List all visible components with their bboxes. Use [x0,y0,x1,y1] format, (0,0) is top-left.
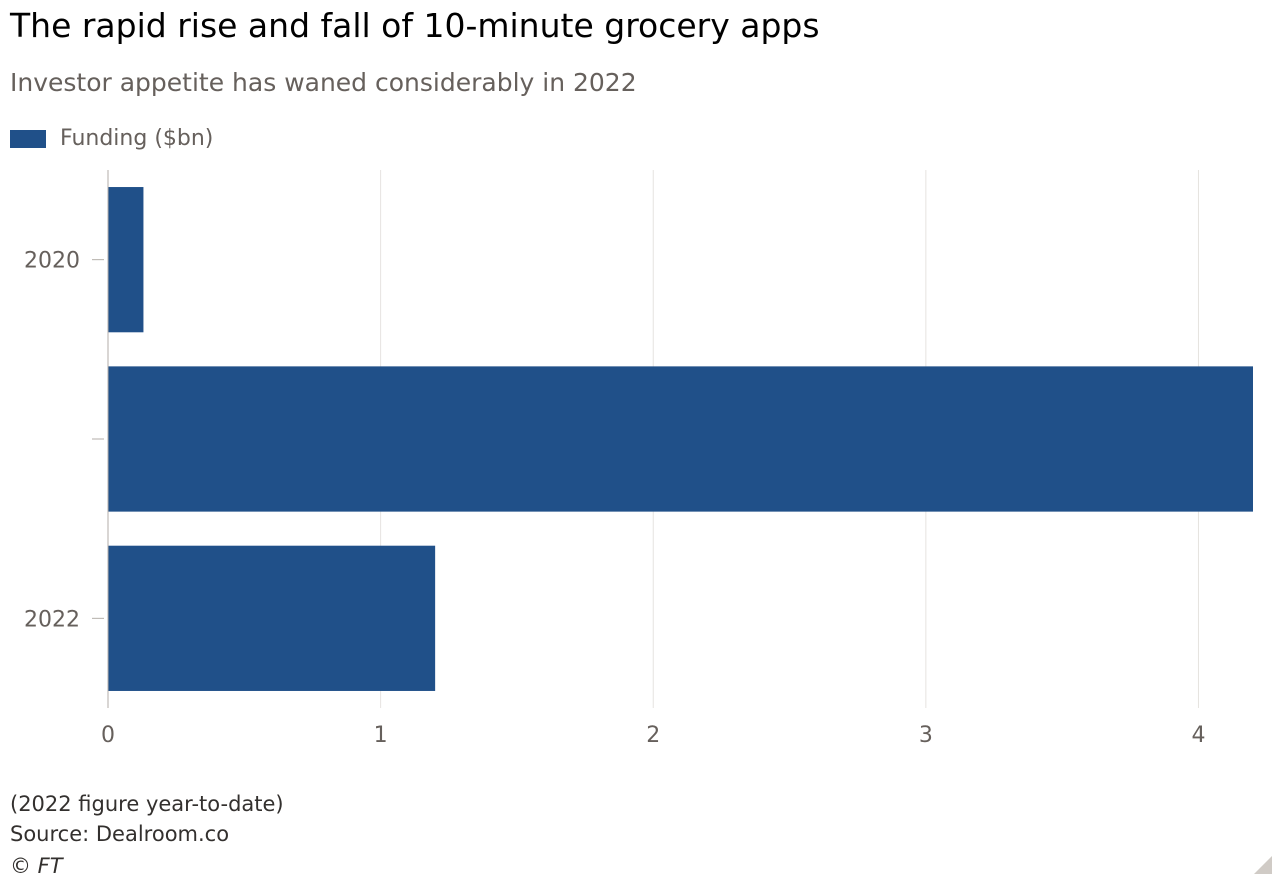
y-tick-label: 2020 [24,249,80,274]
bars [108,187,1253,691]
legend: Funding ($bn) [10,126,213,151]
x-tick-label: 4 [1191,723,1205,748]
y-tick-label: 2022 [24,607,80,632]
source-note: Source: Dealroom.co [10,822,230,846]
x-tick-label: 3 [919,723,933,748]
resize-corner-icon [1254,856,1272,874]
bar [108,366,1253,512]
copyright-note: © FT [10,854,63,878]
x-tick-label: 1 [374,723,388,748]
bar [108,545,436,691]
footnote: (2022 figure year-to-date) [10,792,284,816]
bar-chart: 2020 2022 0 1 2 3 4 [24,170,1253,748]
x-axis: 0 1 2 3 4 [101,723,1205,748]
x-tick-label: 0 [101,723,115,748]
x-tick-label: 2 [646,723,660,748]
chart-subtitle: Investor appetite has waned considerably… [10,68,637,97]
chart-title: The rapid rise and fall of 10-minute gro… [10,6,820,45]
legend-swatch [10,129,46,148]
bar [108,187,144,333]
legend-label: Funding ($bn) [60,126,214,151]
y-axis: 2020 2022 [24,170,109,708]
